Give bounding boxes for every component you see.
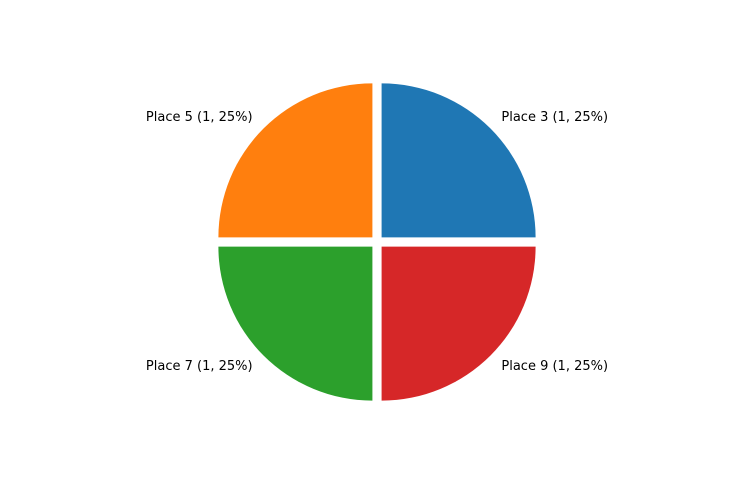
pie-label-place-9: Place 9 (1, 25%): [501, 359, 608, 374]
pie-slice-place-7: [218, 246, 373, 401]
pie-slices: [218, 83, 536, 401]
pie-slice-place-5: [218, 83, 373, 238]
pie-label-place-5: Place 5 (1, 25%): [146, 110, 253, 125]
pie-labels: Place 3 (1, 25%) Place 5 (1, 25%) Place 7 …: [146, 110, 608, 374]
pie-slice-place-9: [381, 246, 536, 401]
pie-slice-place-3: [381, 83, 536, 238]
pie-label-place-3: Place 3 (1, 25%): [501, 110, 608, 125]
pie-label-place-7: Place 7 (1, 25%): [146, 359, 253, 374]
